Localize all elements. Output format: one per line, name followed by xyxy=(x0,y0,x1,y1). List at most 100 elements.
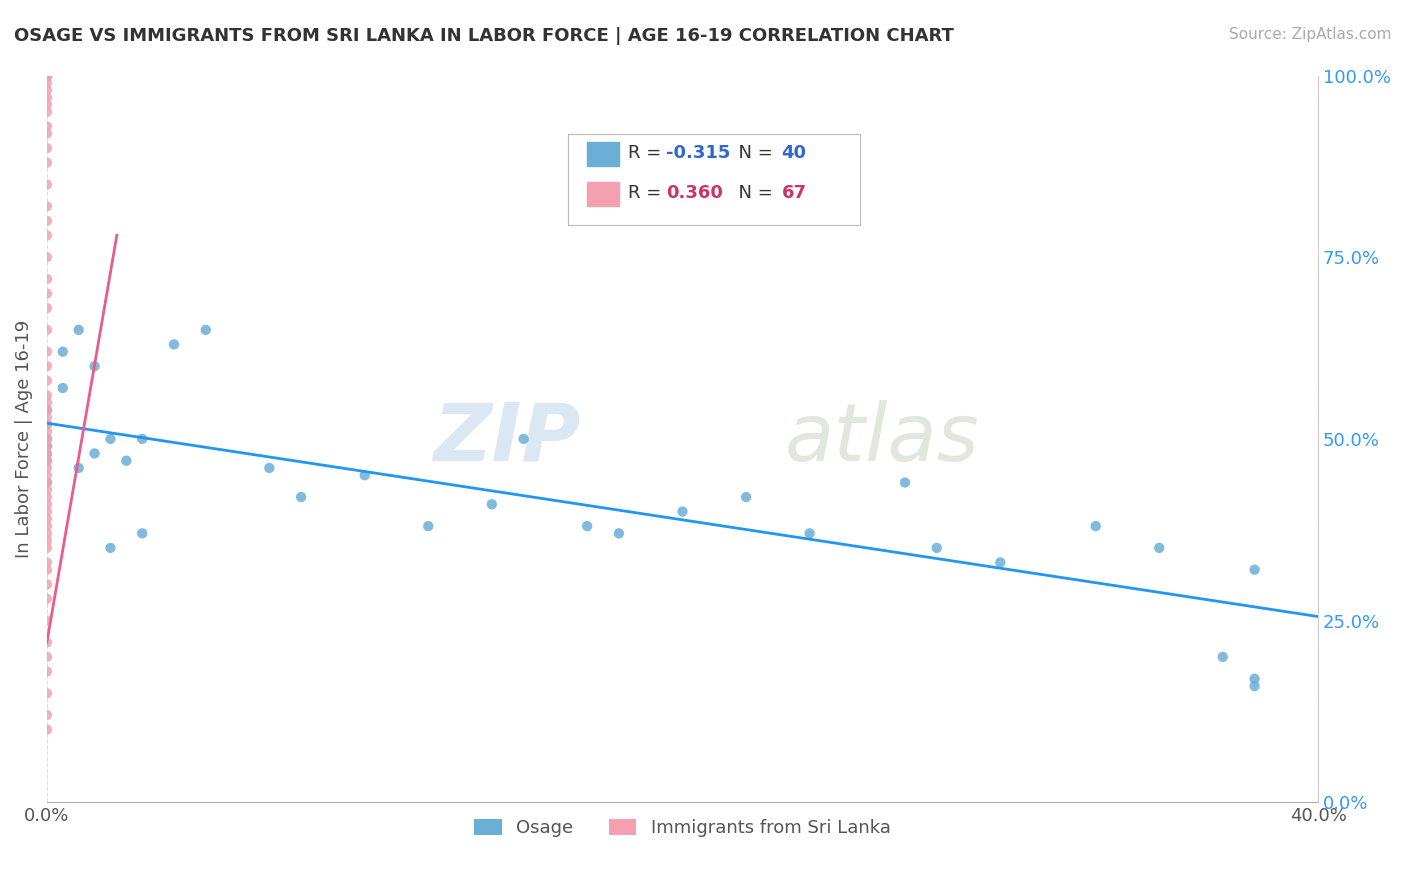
Point xyxy=(35,614,58,628)
Point xyxy=(35,395,58,409)
Point xyxy=(35,468,58,483)
Point xyxy=(925,541,948,555)
Point xyxy=(35,505,58,519)
Point xyxy=(1147,541,1170,555)
Point xyxy=(35,402,58,417)
Text: R =: R = xyxy=(628,145,666,162)
Point xyxy=(35,446,58,460)
Legend: Osage, Immigrants from Sri Lanka: Osage, Immigrants from Sri Lanka xyxy=(467,812,898,844)
Text: 40: 40 xyxy=(782,145,807,162)
Text: OSAGE VS IMMIGRANTS FROM SRI LANKA IN LABOR FORCE | AGE 16-19 CORRELATION CHART: OSAGE VS IMMIGRANTS FROM SRI LANKA IN LA… xyxy=(14,27,953,45)
Point xyxy=(1084,519,1107,533)
Point xyxy=(35,199,58,213)
Point xyxy=(35,446,58,460)
Point xyxy=(35,708,58,723)
Point xyxy=(35,461,58,475)
Point xyxy=(67,461,90,475)
Point xyxy=(35,97,58,112)
Point xyxy=(35,250,58,264)
Point xyxy=(988,556,1011,570)
Point xyxy=(35,475,58,490)
Point xyxy=(115,453,138,467)
Point xyxy=(35,417,58,432)
Point xyxy=(35,591,58,606)
Point xyxy=(35,141,58,155)
Point xyxy=(735,490,758,504)
Point xyxy=(512,432,534,446)
Point xyxy=(131,526,153,541)
Point xyxy=(35,69,58,83)
FancyBboxPatch shape xyxy=(568,134,860,225)
Point xyxy=(35,635,58,649)
Point xyxy=(194,323,217,337)
Point xyxy=(35,497,58,511)
Point xyxy=(35,178,58,192)
Point xyxy=(83,359,105,374)
Point xyxy=(35,69,58,83)
Point xyxy=(35,556,58,570)
Text: N =: N = xyxy=(727,145,779,162)
Point xyxy=(35,439,58,453)
Text: N =: N = xyxy=(727,185,779,202)
Point xyxy=(52,381,75,395)
Point xyxy=(163,337,186,351)
Point xyxy=(35,272,58,286)
Point xyxy=(1243,672,1265,686)
Point xyxy=(35,286,58,301)
Point xyxy=(67,323,90,337)
Point xyxy=(35,323,58,337)
Point xyxy=(35,541,58,555)
Point xyxy=(83,446,105,460)
Point xyxy=(35,69,58,83)
Point xyxy=(576,519,599,533)
Text: -0.315: -0.315 xyxy=(666,145,730,162)
Point xyxy=(35,104,58,119)
Point xyxy=(35,69,58,83)
Point xyxy=(35,69,58,83)
Point xyxy=(353,468,375,483)
Point xyxy=(52,344,75,359)
Point xyxy=(35,432,58,446)
Point xyxy=(35,533,58,548)
Point xyxy=(35,649,58,664)
Text: ZIP: ZIP xyxy=(433,400,581,478)
Point xyxy=(418,519,440,533)
Point xyxy=(35,417,58,432)
Point xyxy=(35,432,58,446)
Point xyxy=(100,541,122,555)
Point xyxy=(35,301,58,315)
Point xyxy=(35,127,58,141)
Point xyxy=(1243,563,1265,577)
Point xyxy=(35,228,58,243)
Point xyxy=(35,69,58,83)
Point xyxy=(35,483,58,497)
Point xyxy=(35,490,58,504)
Point xyxy=(607,526,630,541)
Point xyxy=(35,69,58,83)
Point xyxy=(35,526,58,541)
Point xyxy=(35,69,58,83)
Point xyxy=(35,425,58,439)
Point xyxy=(35,69,58,83)
Text: R =: R = xyxy=(628,185,666,202)
Point xyxy=(131,432,153,446)
Point xyxy=(35,512,58,526)
Text: 67: 67 xyxy=(782,185,807,202)
Point xyxy=(35,76,58,90)
Bar xyxy=(588,143,619,167)
Point xyxy=(35,69,58,83)
Text: 0.360: 0.360 xyxy=(666,185,723,202)
Point xyxy=(259,461,281,475)
Point xyxy=(35,69,58,83)
Point xyxy=(894,475,917,490)
Point xyxy=(35,665,58,679)
Point xyxy=(35,519,58,533)
Point xyxy=(35,577,58,591)
Point xyxy=(35,475,58,490)
Text: atlas: atlas xyxy=(785,400,979,478)
Point xyxy=(35,344,58,359)
Point xyxy=(100,432,122,446)
Point xyxy=(35,359,58,374)
Point xyxy=(35,214,58,228)
Y-axis label: In Labor Force | Age 16-19: In Labor Force | Age 16-19 xyxy=(15,319,32,558)
